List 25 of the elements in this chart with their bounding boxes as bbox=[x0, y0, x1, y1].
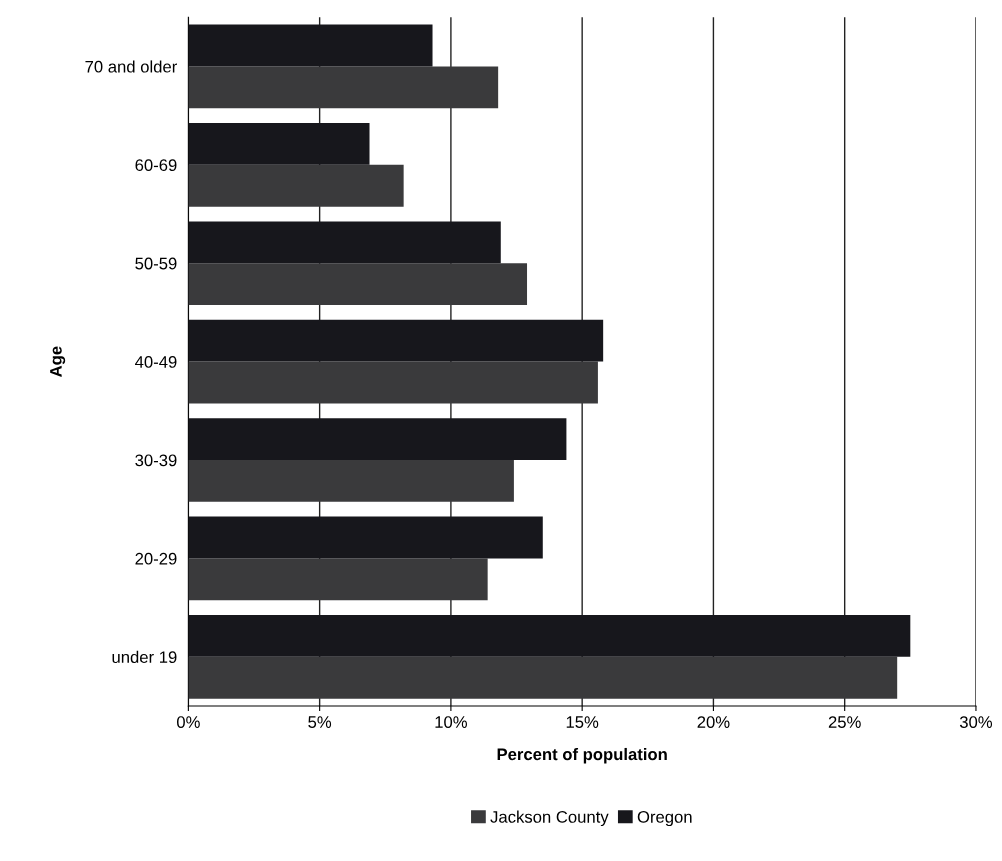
legend-label: Oregon bbox=[637, 811, 692, 827]
bar bbox=[188, 656, 898, 699]
x-axis-title: Percent of population bbox=[497, 747, 667, 764]
x-tick-label: 20% bbox=[697, 716, 730, 728]
bar bbox=[188, 66, 499, 109]
bar bbox=[188, 164, 404, 207]
bar bbox=[188, 558, 488, 601]
y-tick-label: under 19 bbox=[112, 650, 177, 664]
x-tick-label: 10% bbox=[435, 716, 467, 728]
y-axis-title: Age bbox=[50, 346, 66, 377]
x-tick-label: 5% bbox=[308, 716, 332, 728]
x-tick-label: 25% bbox=[828, 716, 861, 728]
x-tick-label: 15% bbox=[566, 716, 599, 728]
y-tick-label: 40-49 bbox=[135, 356, 177, 368]
y-tick-label: 60-69 bbox=[135, 159, 177, 172]
y-tick-label: 20-29 bbox=[135, 552, 177, 565]
bar bbox=[188, 460, 514, 502]
bar bbox=[188, 361, 598, 404]
y-tick-label: 50-59 bbox=[135, 257, 177, 270]
legend-label: Jackson County bbox=[490, 810, 609, 827]
x-tick-label: 0% bbox=[176, 716, 200, 728]
bar bbox=[188, 263, 528, 306]
y-tick-label: 30-39 bbox=[135, 454, 177, 467]
y-tick-label: 70 and older bbox=[85, 60, 177, 73]
x-tick-label: 30% bbox=[959, 716, 993, 728]
